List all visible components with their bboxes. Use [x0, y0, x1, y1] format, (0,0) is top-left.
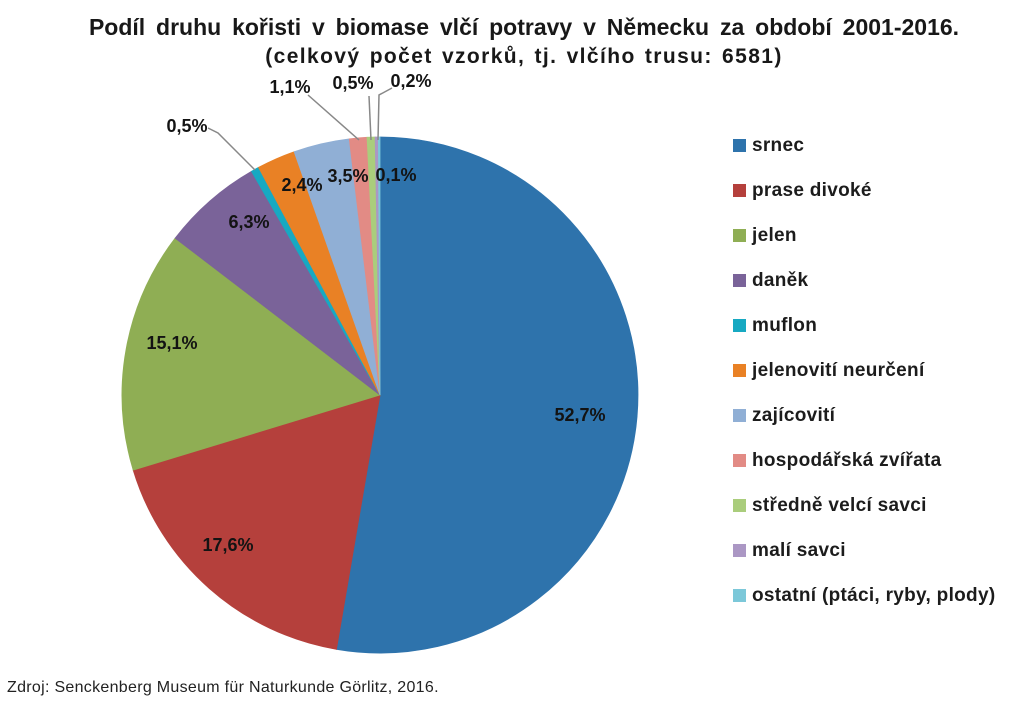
svg-text:2,4%: 2,4%: [281, 175, 322, 195]
svg-text:0,2%: 0,2%: [390, 71, 431, 91]
svg-text:0,1%: 0,1%: [375, 165, 416, 185]
svg-text:0,5%: 0,5%: [166, 116, 207, 136]
svg-text:6,3%: 6,3%: [228, 212, 269, 232]
svg-text:0,5%: 0,5%: [332, 73, 373, 93]
svg-text:15,1%: 15,1%: [146, 333, 197, 353]
svg-text:3,5%: 3,5%: [327, 166, 368, 186]
svg-text:52,7%: 52,7%: [554, 405, 605, 425]
svg-text:17,6%: 17,6%: [202, 535, 253, 555]
svg-text:1,1%: 1,1%: [269, 77, 310, 97]
